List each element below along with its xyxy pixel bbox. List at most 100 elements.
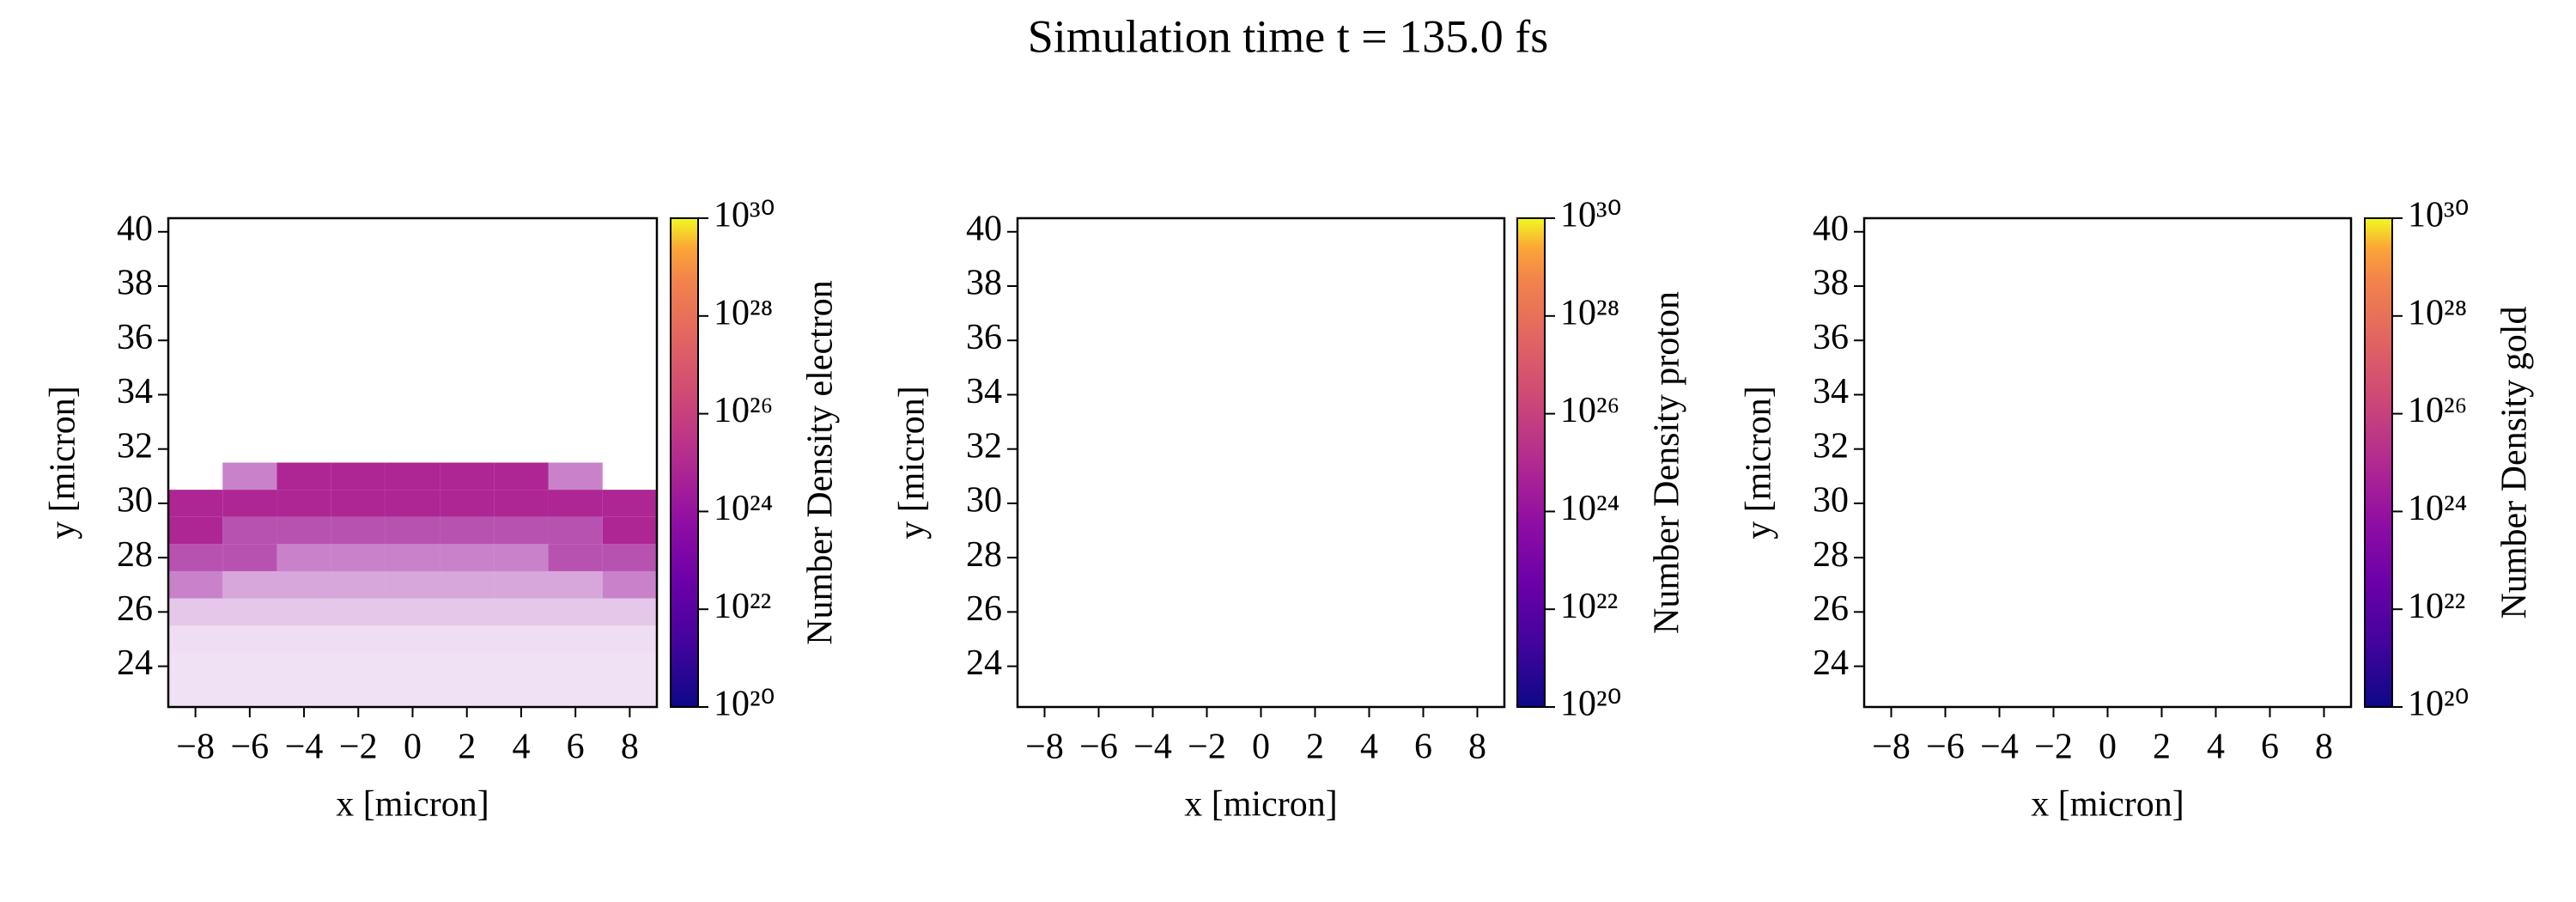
x-tick-label: −2 [2034, 728, 2073, 767]
y-tick-label: 38 [966, 264, 1002, 303]
y-tick-label: 34 [966, 372, 1002, 411]
colorbar-tick-label: 10²⁰ [1560, 685, 1621, 724]
colorbar [1516, 217, 1546, 708]
y-tick-label: 24 [1813, 643, 1849, 683]
colorbar-tick-label: 10³⁰ [1560, 196, 1621, 235]
density-cell [440, 462, 495, 491]
colorbar-tick-label: 10²⁸ [714, 293, 773, 332]
density-cell [440, 516, 495, 545]
density-cell [602, 625, 657, 653]
density-cell [168, 625, 223, 653]
density-cell [385, 598, 440, 626]
y-tick-label: 40 [966, 209, 1002, 248]
x-tick-label: 4 [1360, 728, 1378, 767]
density-cell [276, 462, 331, 491]
y-tick-label: 38 [117, 264, 153, 303]
density-cell [494, 652, 549, 680]
colorbar-tick-label: 10²⁸ [1560, 293, 1619, 332]
density-cell [222, 490, 277, 517]
density-cell [548, 598, 603, 626]
x-tick-label: −8 [1025, 728, 1064, 767]
density-cell [494, 680, 549, 707]
x-tick-label: −8 [176, 728, 215, 767]
x-tick-label: 6 [567, 728, 585, 767]
x-tick-label: 8 [621, 728, 639, 767]
y-tick-label: 28 [117, 535, 153, 575]
density-cell [494, 598, 549, 626]
density-cell [331, 680, 386, 707]
density-cell [331, 516, 386, 545]
y-tick-label: 28 [966, 535, 1002, 575]
x-axis-label: x [micron] [1184, 785, 1337, 825]
density-cell [168, 516, 223, 545]
density-cell [222, 544, 277, 571]
y-tick-label: 30 [1813, 481, 1849, 521]
density-cell [440, 544, 495, 571]
colorbar-tick-label: 10²⁴ [714, 489, 773, 528]
axes-frame [1016, 216, 1506, 709]
density-cell [385, 570, 440, 599]
density-cell [276, 490, 331, 517]
density-cell [276, 516, 331, 545]
density-cell [494, 570, 549, 599]
density-cell [276, 680, 331, 707]
density-cell [548, 625, 603, 653]
density-cell [440, 652, 495, 680]
y-tick-label: 26 [966, 589, 1002, 629]
density-cell [548, 490, 603, 517]
x-tick-label: −4 [1133, 728, 1172, 767]
colorbar-tick-label: 10²⁴ [2408, 489, 2467, 528]
density-cell [331, 625, 386, 653]
y-tick-label: 34 [1813, 372, 1849, 411]
density-cell [385, 680, 440, 707]
density-cell [222, 570, 277, 599]
x-tick-label: 4 [512, 728, 530, 767]
figure-title: Simulation time t = 135.0 fs [1028, 10, 1548, 62]
x-tick-label: 0 [404, 728, 422, 767]
y-tick-label: 26 [1813, 589, 1849, 629]
colorbar [670, 217, 699, 708]
density-cell [602, 652, 657, 680]
density-cell [548, 570, 603, 599]
x-tick-label: 6 [2261, 728, 2279, 767]
density-cell [222, 516, 277, 545]
y-tick-label: 40 [117, 209, 153, 248]
y-tick-label: 36 [966, 318, 1002, 357]
density-cell [494, 516, 549, 545]
axes-frame [1862, 216, 2353, 709]
density-cell [440, 625, 495, 653]
density-cell [494, 462, 549, 491]
x-tick-label: 6 [1414, 728, 1432, 767]
density-cell [168, 598, 223, 626]
colorbar-label: Number Density proton [1648, 291, 1687, 634]
density-cell [602, 570, 657, 599]
colorbar-tick-label: 10²⁶ [714, 391, 773, 430]
density-cell [331, 598, 386, 626]
y-tick-label: 38 [1813, 264, 1849, 303]
density-cell [548, 680, 603, 707]
colorbar-tick-label: 10²⁸ [2408, 293, 2467, 332]
x-tick-label: 8 [2315, 728, 2333, 767]
density-cell [168, 652, 223, 680]
density-cell [548, 652, 603, 680]
density-cell [494, 544, 549, 571]
y-axis-label: y [micron] [1740, 386, 1779, 539]
density-cell [331, 462, 386, 491]
density-cell [602, 544, 657, 571]
density-cell [494, 625, 549, 653]
colorbar-tick-label: 10²⁴ [1560, 489, 1619, 528]
density-cell [276, 570, 331, 599]
colorbar-tick-label: 10²² [2408, 587, 2465, 626]
density-cell [602, 516, 657, 545]
colorbar-tick-label: 10²² [1560, 587, 1618, 626]
density-cell [222, 598, 277, 626]
colorbar-label: Number Density electron [801, 280, 841, 645]
x-tick-label: −6 [1926, 728, 1965, 767]
density-cell [168, 570, 223, 599]
density-cell [440, 570, 495, 599]
density-cell [385, 462, 440, 491]
x-tick-label: 8 [1468, 728, 1486, 767]
y-tick-label: 30 [966, 481, 1002, 521]
x-tick-label: 2 [1306, 728, 1324, 767]
